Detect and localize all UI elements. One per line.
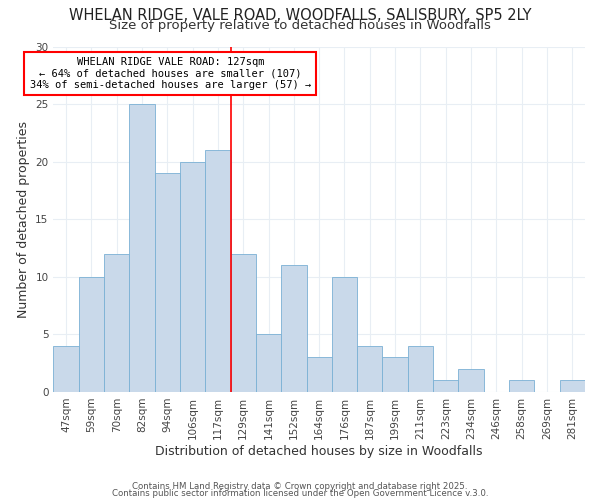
- Bar: [433, 380, 458, 392]
- Bar: [230, 254, 256, 392]
- Bar: [382, 358, 408, 392]
- Text: WHELAN RIDGE VALE ROAD: 127sqm
← 64% of detached houses are smaller (107)
34% of: WHELAN RIDGE VALE ROAD: 127sqm ← 64% of …: [29, 57, 311, 90]
- Bar: [129, 104, 155, 392]
- Text: Size of property relative to detached houses in Woodfalls: Size of property relative to detached ho…: [109, 19, 491, 32]
- Bar: [53, 346, 79, 392]
- Bar: [458, 369, 484, 392]
- Bar: [180, 162, 205, 392]
- Bar: [560, 380, 585, 392]
- Bar: [408, 346, 433, 392]
- Bar: [79, 277, 104, 392]
- Bar: [104, 254, 129, 392]
- Text: WHELAN RIDGE, VALE ROAD, WOODFALLS, SALISBURY, SP5 2LY: WHELAN RIDGE, VALE ROAD, WOODFALLS, SALI…: [69, 8, 531, 22]
- Bar: [281, 266, 307, 392]
- X-axis label: Distribution of detached houses by size in Woodfalls: Distribution of detached houses by size …: [155, 444, 483, 458]
- Bar: [357, 346, 382, 392]
- Text: Contains HM Land Registry data © Crown copyright and database right 2025.: Contains HM Land Registry data © Crown c…: [132, 482, 468, 491]
- Bar: [205, 150, 230, 392]
- Y-axis label: Number of detached properties: Number of detached properties: [17, 120, 29, 318]
- Bar: [307, 358, 332, 392]
- Bar: [155, 173, 180, 392]
- Bar: [256, 334, 281, 392]
- Text: Contains public sector information licensed under the Open Government Licence v.: Contains public sector information licen…: [112, 490, 488, 498]
- Bar: [332, 277, 357, 392]
- Bar: [509, 380, 535, 392]
